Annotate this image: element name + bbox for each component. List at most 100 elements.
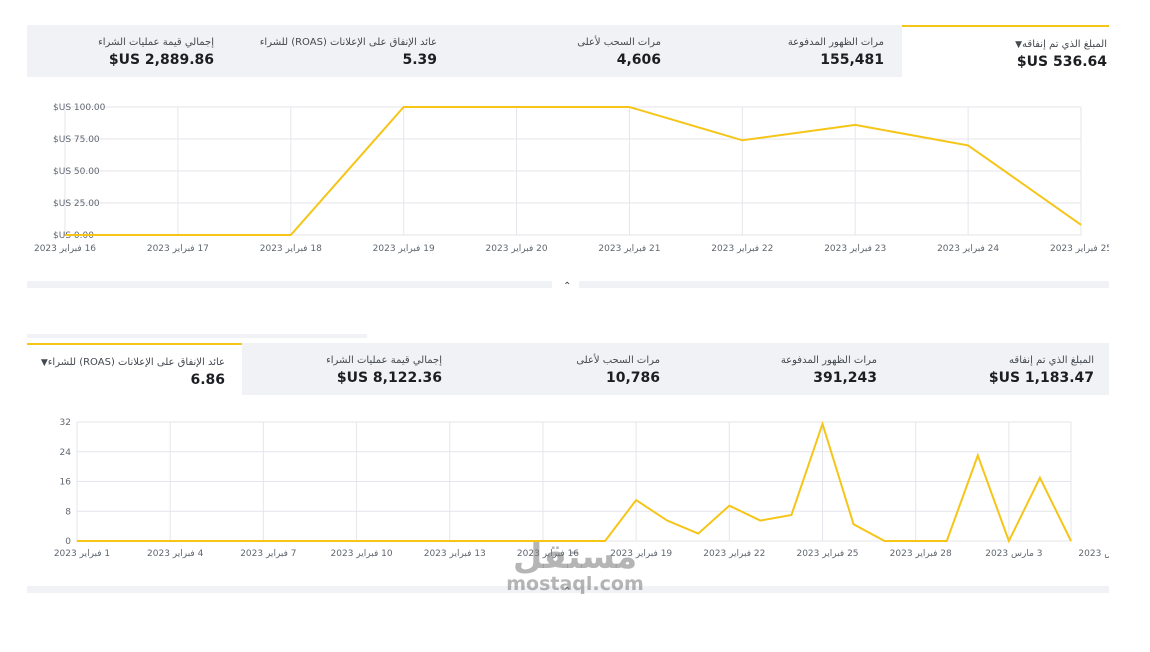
metric-value: $US 1,183.47 [988,370,1094,386]
x-tick-label: 17 فبراير 2023 [147,244,209,254]
metric-value: 391,243 [813,370,877,386]
series-line [77,420,1072,544]
data-point [853,523,855,525]
metric-paid-impressions[interactable]: مرات الظهور المدفوعة 155,481 [667,25,884,77]
data-point [290,234,292,236]
caret-down-icon[interactable]: ▼ [40,358,48,368]
data-point [1039,477,1041,479]
data-point [790,514,792,516]
y-tick-label: $US 100.00 [53,103,106,113]
metric-label: المبلغ الذي تم إنفاقه [1009,355,1094,366]
metric-swipe-ups[interactable]: مرات السحب لأعلى 10,786 [447,343,660,395]
metric-roas[interactable]: عائد الإنفاق على الإعلانات (ROAS) للشراء… [27,343,242,395]
metric-value: $US 8,122.36 [336,370,442,386]
x-tick-label: 28 فبراير 2023 [890,549,952,559]
metric-value: 10,786 [605,370,660,386]
scrollbar-left[interactable] [27,281,552,288]
data-point [262,540,264,542]
metric-label: إجمالي قيمة عمليات الشراء [98,37,214,48]
x-tick-label: 20 فبراير 2023 [486,244,548,254]
x-tick-label: 22 فبراير 2023 [711,244,773,254]
data-point [387,540,389,542]
data-point [604,540,606,542]
metric-value: $US 536.64 [1016,54,1107,70]
data-point [1070,540,1072,542]
y-tick-label: 0 [65,537,71,547]
data-point [884,540,886,542]
metric-paid-impressions[interactable]: مرات الظهور المدفوعة 391,243 [657,343,877,395]
metric-label: مرات السحب لأعلى [576,355,660,366]
report-2: المبلغ الذي تم إنفاقه $US 1,183.47 مرات … [27,334,1109,604]
data-point [107,540,109,542]
watermark-latin: mostaql.com [506,573,644,595]
metric-label: عائد الإنفاق على الإعلانات (ROAS) للشراء [259,37,437,48]
x-tick-label: 22 فبراير 2023 [703,549,765,559]
watermark-logo: مستقل mostaql.com [505,540,645,594]
data-point [542,540,544,542]
data-point [967,144,969,146]
caret-down-icon[interactable]: ▼ [1015,40,1023,50]
metric-label: المبلغ الذي تم إنفاقه [1022,39,1107,50]
metric-roas[interactable]: عائد الإنفاق على الإعلانات (ROAS) للشراء… [217,25,437,77]
x-tick-label: 4 فبراير 2023 [147,549,204,559]
metrics-bar: المبلغ الذي تم إنفاقه▼ $US 536.64 مرات ا… [27,25,1109,77]
x-tick-label: 25 فبراير 2023 [1050,244,1109,254]
data-point [76,540,78,542]
data-point [231,540,233,542]
data-point [138,540,140,542]
x-tick-label: 19 فبراير 2023 [610,549,672,559]
data-point [697,533,699,535]
x-tick-label: 16 فبراير 2023 [34,244,96,254]
y-tick-label: $US 50.00 [53,167,100,177]
metric-amount-spent[interactable]: المبلغ الذي تم إنفاقه $US 1,183.47 [882,343,1094,395]
data-point [741,139,743,141]
x-tick-label: 3 مارس 2023 [985,549,1042,559]
metric-swipe-ups[interactable]: مرات السحب لأعلى 4,606 [447,25,661,77]
y-tick-label: $US 75.00 [53,135,100,145]
y-tick-label: 32 [60,418,71,428]
scrollbar-bottom[interactable] [27,586,1109,593]
metric-label: إجمالي قيمة عمليات الشراء [326,355,442,366]
x-tick-label: 10 فبراير 2023 [331,549,393,559]
data-point [64,234,66,236]
y-tick-label: 8 [65,507,71,517]
x-tick-label: 23 فبراير 2023 [824,244,886,254]
metric-value: 5.39 [402,52,437,68]
x-tick-label: 21 فبراير 2023 [598,244,660,254]
x-tick-label: 1 فبراير 2023 [54,549,110,559]
metric-label: عائد الإنفاق على الإعلانات (ROAS) للشراء [47,357,225,368]
metric-label: مرات السحب لأعلى [577,37,661,48]
x-tick-label: 24 فبراير 2023 [937,244,999,254]
metric-amount-spent[interactable]: المبلغ الذي تم إنفاقه▼ $US 536.64 [902,25,1109,77]
data-point [325,540,326,542]
x-tick-label: 13 فبراير 2023 [424,549,486,559]
scrollbar-right[interactable] [579,281,1109,288]
line-chart-2: 0 8 16 24 32 1 فبراير 2023 4 فبراير 2023 7 فبرا… [54,418,1109,559]
data-point [418,540,420,542]
data-point [666,520,668,522]
data-point [977,454,979,456]
metric-purchase-value[interactable]: إجمالي قيمة عمليات الشراء $US 2,889.86 [27,25,214,77]
data-point [854,124,856,126]
data-point [728,505,730,507]
x-tick-label: 25 فبراير 2023 [796,549,858,559]
data-point [759,520,761,522]
data-point [177,234,179,236]
chevron-up-icon[interactable]: ⌃ [563,281,572,292]
data-point [511,540,513,542]
top-scrollbar[interactable] [27,334,367,338]
data-point [635,499,637,501]
metric-purchase-value[interactable]: إجمالي قيمة عمليات الشراء $US 8,122.36 [247,343,442,395]
chevron-up-icon[interactable]: ⌃ [563,586,572,597]
data-point [1008,540,1010,542]
series-line [65,106,1082,236]
data-point [403,106,405,108]
report-1: المبلغ الذي تم إنفاقه▼ $US 536.64 مرات ا… [27,25,1109,295]
data-point [200,540,202,542]
data-point [449,540,451,542]
metric-label: مرات الظهور المدفوعة [787,37,884,48]
metric-value: 4,606 [616,52,661,68]
metrics-bar: المبلغ الذي تم إنفاقه $US 1,183.47 مرات … [27,343,1109,395]
data-point [628,106,630,108]
x-tick-label: 6 مارس 2023 [1078,549,1109,559]
